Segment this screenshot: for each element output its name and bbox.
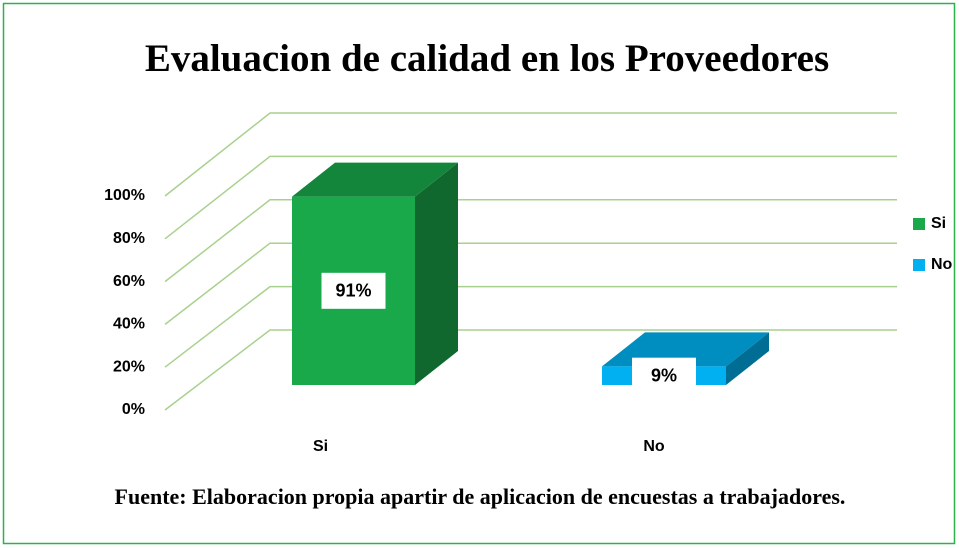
y-tick-label: 100% [104, 187, 145, 204]
bar-side [415, 162, 458, 385]
bar-side [726, 332, 769, 385]
grid-line [164, 242, 897, 325]
y-tick-label: 60% [113, 273, 145, 290]
value-label-box [321, 272, 386, 309]
chart-title: Evaluacion de calidad en los Proveedores [145, 37, 829, 80]
grid-line [164, 112, 897, 197]
value-label: 91% [335, 281, 371, 301]
grid-line [164, 199, 897, 283]
caption: Fuente: Elaboracion propia apartir de ap… [114, 484, 846, 509]
x-tick-label: No [643, 438, 665, 455]
legend-swatch [913, 218, 925, 230]
grid-line [164, 285, 897, 368]
legend-label: Si [931, 215, 946, 232]
y-tick-label: 40% [113, 316, 145, 333]
grid-line [164, 329, 897, 411]
y-tick-label: 80% [113, 230, 145, 247]
grid-line [164, 155, 897, 240]
legend-swatch [913, 259, 925, 271]
value-label: 9% [651, 365, 677, 385]
y-tick-label: 20% [113, 358, 145, 375]
y-tick-label: 0% [122, 401, 145, 418]
x-tick-label: Si [313, 438, 328, 455]
bar-top [292, 162, 458, 197]
legend-label: No [931, 256, 953, 273]
value-label-box [632, 357, 696, 394]
